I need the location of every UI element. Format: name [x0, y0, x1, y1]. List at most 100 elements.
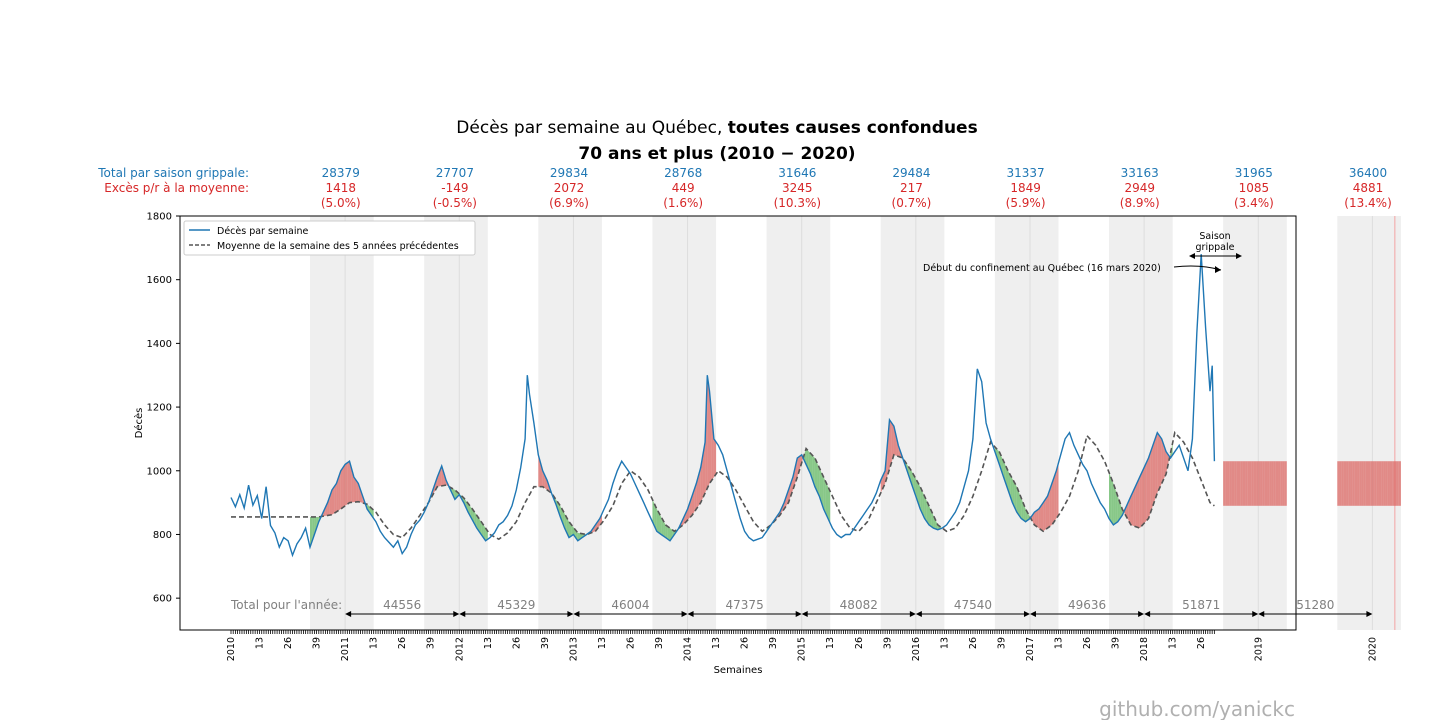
season-excess: 2949: [1124, 181, 1155, 195]
excess-area: [1148, 451, 1151, 519]
x-tick-label: 39: [426, 637, 437, 649]
y-tick-label: 1800: [147, 212, 172, 223]
excess-area: [331, 486, 335, 515]
excess-area: [1157, 432, 1160, 494]
deficit-area: [933, 515, 936, 529]
deficit-area: [659, 512, 662, 535]
deficit-area: [821, 472, 824, 509]
average-series-line: [231, 430, 1215, 541]
excess-area: [1383, 461, 1386, 506]
deficit-area: [1109, 472, 1112, 522]
excess-area: [1343, 461, 1347, 506]
x-tick-label: 26: [283, 637, 294, 649]
x-tick-label: 13: [483, 637, 494, 649]
x-tick-label: 39: [654, 637, 665, 649]
excess-area: [342, 464, 346, 508]
legend-average-label: Moyenne de la semaine des 5 années précé…: [217, 241, 459, 252]
season-excess: 449: [672, 181, 695, 195]
x-tick-label: 13: [939, 637, 950, 649]
excess-area: [1049, 483, 1052, 527]
excess-area: [1056, 462, 1059, 519]
excess-area: [1363, 461, 1366, 506]
deficit-area: [665, 524, 668, 540]
excess-area: [1161, 438, 1164, 484]
season-total: 36400: [1349, 166, 1387, 180]
year-arrowhead-right: [567, 611, 574, 617]
deficit-area: [663, 520, 666, 538]
flu-season-band: [1337, 216, 1401, 630]
excess-area: [1137, 477, 1140, 529]
x-tick-label: 2017: [1025, 637, 1036, 661]
excess-area: [1247, 461, 1250, 506]
excess-area: [1394, 461, 1397, 506]
deficit-area: [483, 524, 486, 541]
deficit-area: [479, 518, 482, 535]
excess-area: [713, 438, 717, 478]
year-total: 46004: [611, 598, 649, 612]
excess-area: [336, 477, 339, 512]
excess-area: [702, 442, 706, 498]
season-excess-pct: (5.0%): [321, 196, 361, 210]
excess-area: [1370, 461, 1373, 506]
deficit-area: [569, 521, 572, 538]
season-arrowhead-left: [1189, 253, 1195, 259]
excess-area: [347, 461, 350, 505]
excess-area: [1357, 461, 1360, 506]
deficit-area: [654, 504, 657, 532]
excess-area: [1396, 461, 1399, 506]
deficit-area: [476, 515, 480, 532]
year-arrowhead-left: [459, 611, 466, 617]
season-total: 27707: [436, 166, 474, 180]
deficit-area: [924, 496, 927, 522]
x-tick-label: 13: [597, 637, 608, 649]
season-excess: 1085: [1239, 181, 1270, 195]
deficit-area: [1010, 474, 1013, 503]
excess-area: [694, 483, 697, 513]
year-arrowhead-left: [915, 611, 922, 617]
excess-area: [1133, 486, 1136, 527]
x-tick-label: 2015: [797, 637, 808, 661]
season-excess-pct: (10.3%): [774, 196, 821, 210]
excess-area: [1361, 461, 1364, 506]
year-total: 51280: [1296, 598, 1334, 612]
weekly-deaths-series-line: [230, 254, 1216, 558]
legend-weekly-label: Décès par semaine: [217, 226, 309, 237]
deficit-area: [1014, 482, 1017, 513]
excess-area: [698, 467, 701, 506]
excess-area: [340, 467, 343, 509]
flu-season-band: [424, 216, 488, 630]
year-total: 48082: [840, 598, 878, 612]
season-excess-pct: (-0.5%): [433, 196, 477, 210]
excess-area: [1240, 461, 1243, 506]
excess-area: [1144, 462, 1147, 524]
deficit-area: [1019, 492, 1022, 519]
year-arrowhead-right: [1366, 611, 1373, 617]
excess-area: [1238, 461, 1241, 506]
excess-area: [685, 508, 688, 523]
x-tick-label: 26: [1196, 637, 1207, 649]
year-arrowhead-right: [1023, 611, 1030, 617]
excess-area: [1249, 461, 1252, 506]
year-total: 51871: [1182, 598, 1220, 612]
deficit-area: [661, 516, 664, 537]
excess-area: [1262, 461, 1265, 506]
year-arrowhead-right: [681, 611, 688, 617]
chart-title-bold: toutes causes confondues: [728, 118, 978, 138]
year-arrowhead-right: [1138, 611, 1145, 617]
season-excess: 1849: [1010, 181, 1041, 195]
year-totals-label: Total pour l'année:: [230, 598, 342, 612]
deficit-area: [1113, 483, 1116, 525]
x-tick-label: 13: [1168, 637, 1179, 649]
year-arrowhead-left: [801, 611, 808, 617]
excess-area: [1236, 461, 1239, 506]
excess-area: [1135, 481, 1138, 528]
lockdown-annotation: Début du confinement au Québec (16 mars …: [923, 263, 1161, 274]
excess-area: [1374, 461, 1377, 506]
excess-area: [1376, 461, 1379, 506]
deficit-area: [920, 486, 923, 514]
x-tick-label: 39: [312, 637, 323, 649]
excess-area: [1389, 461, 1393, 506]
year-arrowhead-left: [1258, 611, 1265, 617]
deficit-area: [314, 516, 317, 535]
excess-area: [1273, 461, 1276, 506]
